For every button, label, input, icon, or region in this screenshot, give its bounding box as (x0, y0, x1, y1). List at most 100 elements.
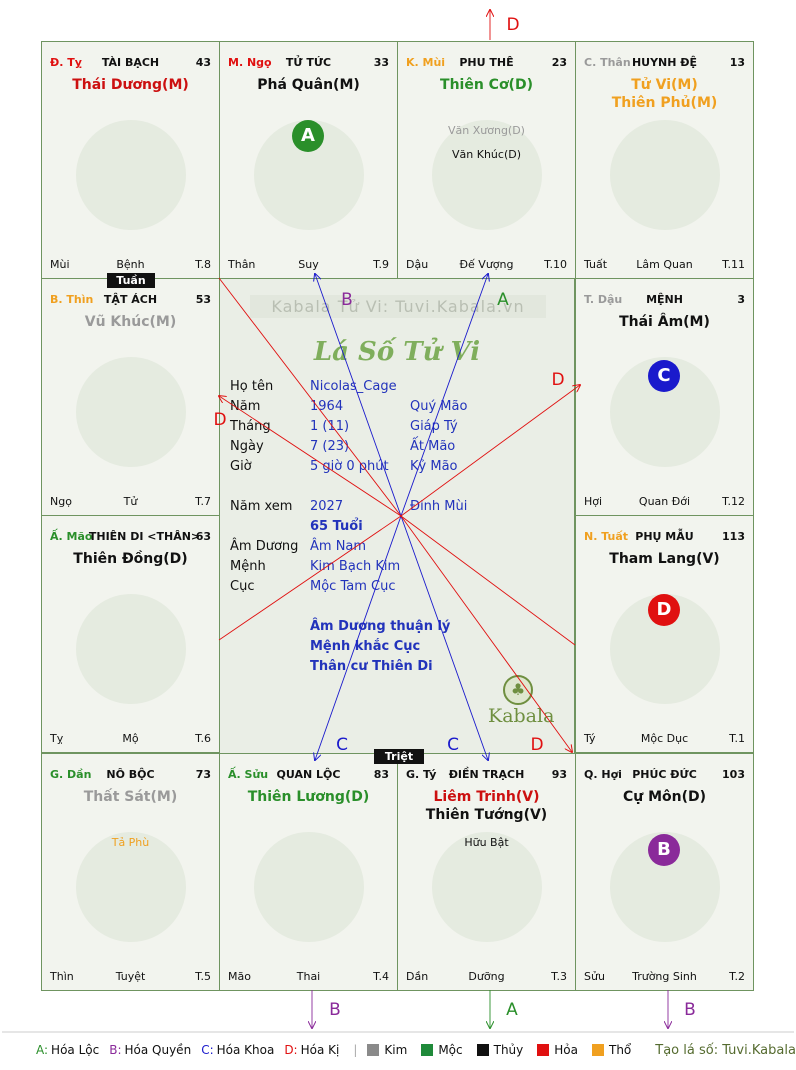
palace-footer: Dậu Đế Vượng T.10 (406, 258, 567, 272)
main-stars: Tham Lang(V) (576, 550, 753, 568)
stage-label: Đế Vượng (459, 258, 514, 271)
branch-label: Tỵ (50, 732, 64, 745)
branch-label: Dần (406, 970, 429, 983)
legend-separator: | (353, 1043, 358, 1057)
palace-footer: Mùi Bệnh T.8 (50, 258, 211, 272)
line-t1 (400, 515, 576, 646)
palace-can-chi: T. Dậu (584, 293, 623, 306)
palace-cell: G. Dần NÔ BỘC 73 Thất Sát(M) Tả Phù Thìn Tuyệt… (41, 753, 220, 991)
stage-label: Dưỡng (468, 970, 505, 983)
zodiac-animal-image (75, 832, 186, 942)
palace-age: 93 (551, 768, 567, 781)
legend-element-item: Hỏa (537, 1043, 578, 1057)
palace-can-chi: Ấ. Sửu (228, 768, 269, 781)
legend-element-item: Thủy (476, 1043, 524, 1057)
credit-text: Tạo lá số: Tuvi.Kabala.vn (655, 1043, 796, 1058)
month-label: T.6 (195, 732, 211, 745)
palace-cell: B. Thìn TẬT ÁCH 53 Vũ Khúc(M) Ngọ Tử T.7 (41, 278, 220, 516)
palace-footer: Thân Suy T.9 (228, 258, 389, 272)
info-block: Họ tên Nicolas_Cage Năm 1964 Quý Mão Tháng 1 (… (230, 379, 570, 599)
stage-label: Thai (296, 970, 321, 983)
info-value: Âm Nam (310, 539, 367, 554)
main-stars: Cự Môn(D) (576, 788, 753, 806)
legend-element-text: Mộc (438, 1043, 463, 1057)
minor-star: Văn Khúc(D) (452, 148, 521, 161)
chart-note: Mệnh khắc Cục (310, 639, 421, 654)
palace-can-chi: C. Thân (584, 56, 631, 69)
palace-age: 53 (195, 293, 211, 306)
arrow-label-a: A (497, 290, 509, 310)
main-stars: Liêm Trinh(V) Thiên Tướng(V) (398, 788, 575, 824)
legend-element-item: Mộc (421, 1043, 463, 1057)
palace-can-chi: Ấ. Mão (50, 530, 93, 543)
main-stars: Phá Quân(M) (220, 76, 397, 94)
palace-name: PHU THÊ (459, 56, 514, 69)
main-stars: Thái Âm(M) (576, 313, 753, 331)
info-value: 2027 (310, 499, 344, 514)
legend-hoa-text: Hóa Lộc (51, 1043, 100, 1057)
palace-can-chi: Đ. Tỵ (50, 56, 82, 69)
palace-cell: T. Dậu MỆNH 3 Thái Âm(M) Hợi Quan Đới T.12 (575, 278, 754, 516)
branch-label: Tuất (584, 258, 608, 271)
arrow-d-t12 (400, 385, 580, 517)
palace-name: HUYNH ĐỆ (631, 56, 698, 69)
legend-hoa-item: B: Hóa Quyền (109, 1043, 191, 1057)
palace-footer: Dần Dưỡng T.3 (406, 970, 567, 984)
palace-footer: Tuất Lâm Quan T.11 (584, 258, 745, 272)
palace-can-chi: G. Tý (406, 768, 437, 781)
palace-name: TỬ TỨC (285, 56, 332, 69)
main-star: Thất Sát(M) (83, 789, 178, 805)
arrow-label-a: A (506, 1000, 518, 1020)
main-stars: Thái Dương(M) (42, 76, 219, 94)
palace-name: THIÊN DI <THÂN> (88, 530, 201, 543)
arrow-c-t4 (315, 515, 402, 760)
stage-label: Suy (298, 258, 319, 271)
info-value: 65 Tuổi (310, 519, 363, 534)
info-value: 1 (11) (310, 419, 350, 434)
main-star: Tham Lang(V) (609, 551, 720, 567)
main-stars: Thiên Đồng(D) (42, 550, 219, 568)
palace-age: 103 (722, 768, 745, 781)
palace-cell: Đ. Tỵ TÀI BẠCH 43 Thái Dương(M) Mùi Bệnh T.8 (41, 41, 220, 279)
triet-tag: Triệt (374, 749, 424, 764)
palace-name: TÀI BẠCH (101, 56, 160, 69)
legend-hoa-text: Hóa Kị (300, 1043, 340, 1057)
logo-text: Kabala (488, 705, 555, 727)
color-swatch-icon (591, 1044, 604, 1056)
info-can-chi: Đinh Mùi (410, 499, 468, 514)
tree-icon: ♣ (503, 675, 533, 705)
month-label: T.5 (195, 970, 211, 983)
month-label: T.12 (722, 495, 745, 508)
branch-label: Sửu (584, 970, 605, 983)
main-star: Cự Môn(D) (622, 789, 707, 805)
legend-element-text: Thổ (608, 1043, 632, 1057)
line-t6 (218, 515, 402, 641)
arrow-a-t10 (400, 274, 488, 517)
color-swatch-icon (367, 1044, 380, 1056)
branch-label: Tý (584, 732, 596, 745)
arrow-label-b: B (329, 1000, 341, 1020)
tuan-tag: Tuần (107, 273, 155, 288)
tam-hop-lines (219, 10, 668, 1028)
palace-cell: K. Mùi PHU THÊ 23 Thiên Cơ(D) Văn Xương(D) Vă… (397, 41, 576, 279)
month-label: T.10 (544, 258, 567, 271)
palace-can-chi: M. Ngọ (228, 56, 272, 69)
zodiac-animal-image (431, 832, 542, 942)
stage-label: Lâm Quan (636, 258, 693, 271)
main-stars: Thiên Lương(D) (220, 788, 397, 806)
main-star: Phá Quân(M) (257, 77, 360, 93)
stage-label: Tuyệt (115, 970, 146, 983)
main-star: Liêm Trinh(V) (433, 789, 540, 805)
palace-footer: Tỵ Mộ T.6 (50, 732, 211, 746)
kabala-logo: ♣ Kabala (488, 675, 555, 727)
zodiac-animal-image (253, 832, 364, 942)
chart-note: Âm Dương thuận lý (310, 619, 451, 634)
legend-element-text: Thủy (493, 1043, 524, 1057)
info-can-chi: Quý Mão (410, 399, 468, 414)
color-swatch-icon (476, 1044, 489, 1056)
arrow-d-t1 (400, 515, 572, 752)
info-key: Mệnh (230, 559, 266, 574)
palace-cell: Ấ. Mão THIÊN DI <THÂN> 63 Thiên Đồng(D) Tỵ Mộ… (41, 515, 220, 753)
info-value: Mộc Tam Cục (310, 579, 396, 594)
legend-bar: A: Hóa Lộc B: Hóa Quyền C: Hóa Khoa D: Hóa Kị | K… (36, 1043, 796, 1058)
